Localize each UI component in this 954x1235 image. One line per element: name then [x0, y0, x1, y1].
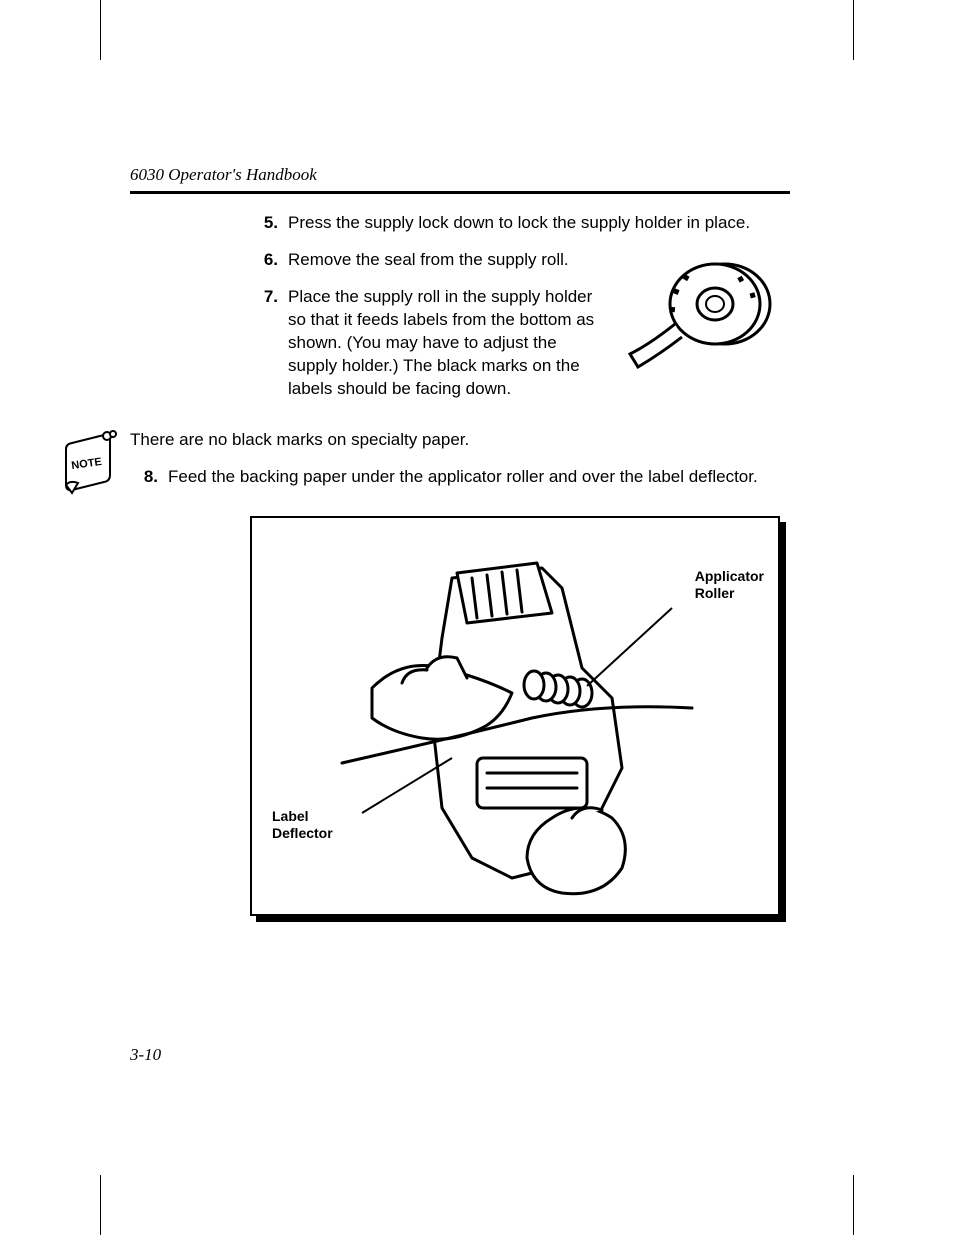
- label-label-deflector: Label Deflector: [272, 808, 333, 842]
- step-text: Place the supply roll in the supply hold…: [288, 286, 600, 401]
- note-text-block: There are no black marks on specialty pa…: [130, 425, 758, 503]
- step-text: Remove the seal from the supply roll.: [288, 249, 600, 272]
- body-content: 5. Press the supply lock down to lock th…: [130, 212, 790, 415]
- crop-mark: [80, 1175, 101, 1235]
- page-number: 3-10: [130, 1045, 161, 1065]
- crop-mark: [853, 0, 874, 60]
- step-text: Press the supply lock down to lock the s…: [288, 212, 790, 235]
- crop-mark: [853, 1175, 874, 1235]
- steps-with-figure: 6. Remove the seal from the supply roll.…: [250, 249, 790, 415]
- step-8: 8. Feed the backing paper under the appl…: [130, 466, 758, 489]
- note-icon: NOTE: [60, 425, 120, 500]
- page-content: 6030 Operator's Handbook 5. Press the su…: [130, 165, 790, 916]
- supply-roll-figure: [600, 249, 790, 384]
- step-number: 8.: [130, 466, 168, 489]
- note-block: NOTE There are no black marks on special…: [60, 425, 790, 503]
- step-5: 5. Press the supply lock down to lock th…: [250, 212, 790, 235]
- label-applicator-roller: Applicator Roller: [695, 568, 764, 602]
- step-number: 5.: [250, 212, 288, 235]
- instruction-list: 5. Press the supply lock down to lock th…: [250, 212, 790, 235]
- step-7: 7. Place the supply roll in the supply h…: [250, 286, 600, 401]
- step-number: 7.: [250, 286, 288, 309]
- header-rule: [130, 191, 790, 194]
- step-6: 6. Remove the seal from the supply roll.: [250, 249, 600, 272]
- device-diagram: Applicator Roller Label Deflector: [250, 516, 780, 916]
- step-number: 6.: [250, 249, 288, 272]
- note-text: There are no black marks on specialty pa…: [130, 429, 758, 452]
- step-text: Feed the backing paper under the applica…: [168, 466, 758, 489]
- crop-mark: [80, 0, 101, 60]
- running-header: 6030 Operator's Handbook: [130, 165, 790, 185]
